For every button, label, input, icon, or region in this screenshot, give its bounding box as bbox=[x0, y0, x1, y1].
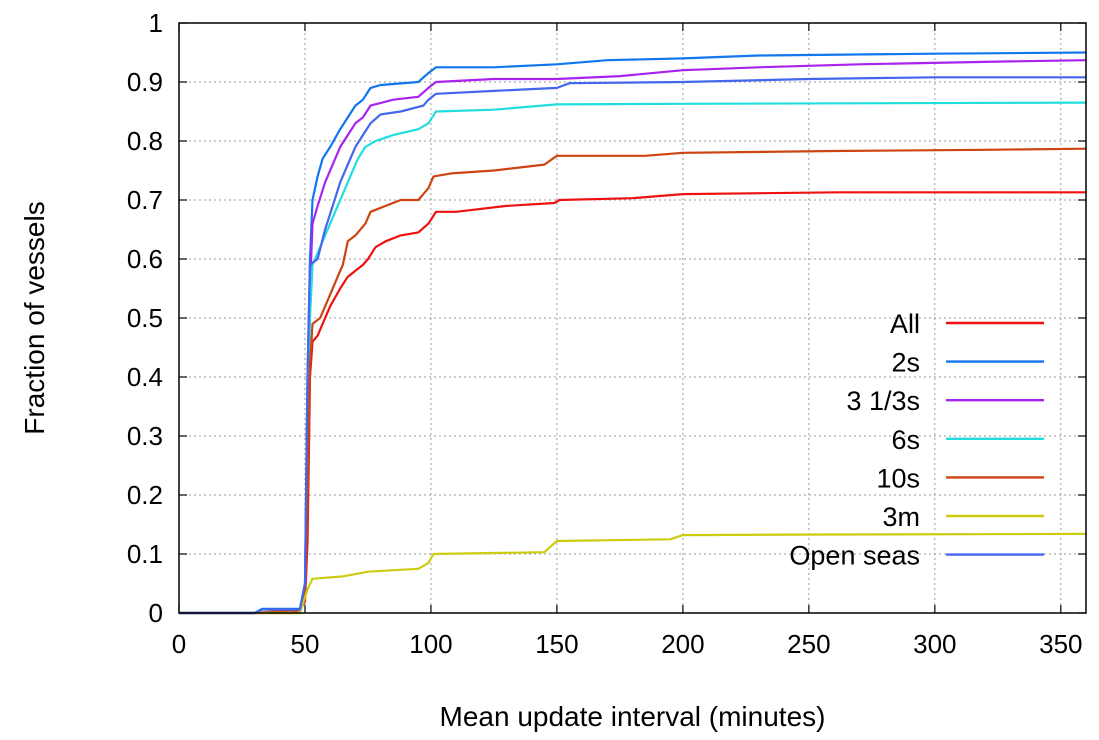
x-tick-label: 50 bbox=[291, 629, 320, 659]
y-tick-label: 0.7 bbox=[127, 185, 163, 215]
y-tick-label: 0.1 bbox=[127, 539, 163, 569]
x-tick-label: 100 bbox=[409, 629, 452, 659]
series-line-0 bbox=[179, 191, 1086, 615]
y-axis-label: Fraction of vessels bbox=[19, 201, 50, 434]
series-line-4 bbox=[179, 147, 1087, 615]
series-line-3 bbox=[179, 101, 1087, 615]
series-lines bbox=[179, 51, 1087, 615]
series-line-1 bbox=[179, 51, 1087, 615]
x-axis-label: Mean update interval (minutes) bbox=[440, 701, 826, 732]
series-line-5 bbox=[179, 532, 1087, 615]
legend-label: 6s bbox=[891, 425, 920, 455]
legend-label: 10s bbox=[876, 463, 920, 493]
y-tick-label: 0.6 bbox=[127, 244, 163, 274]
y-tick-label: 0.9 bbox=[127, 67, 163, 97]
x-tick-label: 150 bbox=[535, 629, 578, 659]
legend: All 2s 3 1/3s 6s 10s 3m Open seas bbox=[789, 309, 1044, 571]
y-tick-label: 0.8 bbox=[127, 126, 163, 156]
y-tick-label: 0.4 bbox=[127, 362, 163, 392]
series-line-6 bbox=[179, 76, 1086, 615]
legend-label: 3 1/3s bbox=[846, 386, 920, 416]
y-tick-label: 0.2 bbox=[127, 480, 163, 510]
y-tick-label: 0.3 bbox=[127, 421, 163, 451]
y-tick-label: 0 bbox=[149, 598, 163, 628]
series-line-2 bbox=[179, 59, 1087, 615]
legend-label: 3m bbox=[882, 502, 920, 532]
y-tick-label: 1 bbox=[149, 8, 163, 38]
x-tick-label: 0 bbox=[172, 629, 186, 659]
x-tick-label: 250 bbox=[787, 629, 830, 659]
legend-label: Open seas bbox=[789, 541, 920, 571]
legend-label: 2s bbox=[891, 348, 920, 378]
x-tick-label: 300 bbox=[913, 629, 956, 659]
y-tick-label: 0.5 bbox=[127, 303, 163, 333]
tick-labels: 0 50 100 150 200 250 300 350 0 0.1 0.2 0.3 0.4 0.5 0.6… bbox=[127, 8, 1083, 659]
x-tick-label: 200 bbox=[661, 629, 704, 659]
gridlines bbox=[179, 23, 1086, 613]
plot-frame bbox=[178, 22, 1087, 614]
legend-label: All bbox=[890, 309, 920, 339]
x-tick-label: 350 bbox=[1039, 629, 1082, 659]
